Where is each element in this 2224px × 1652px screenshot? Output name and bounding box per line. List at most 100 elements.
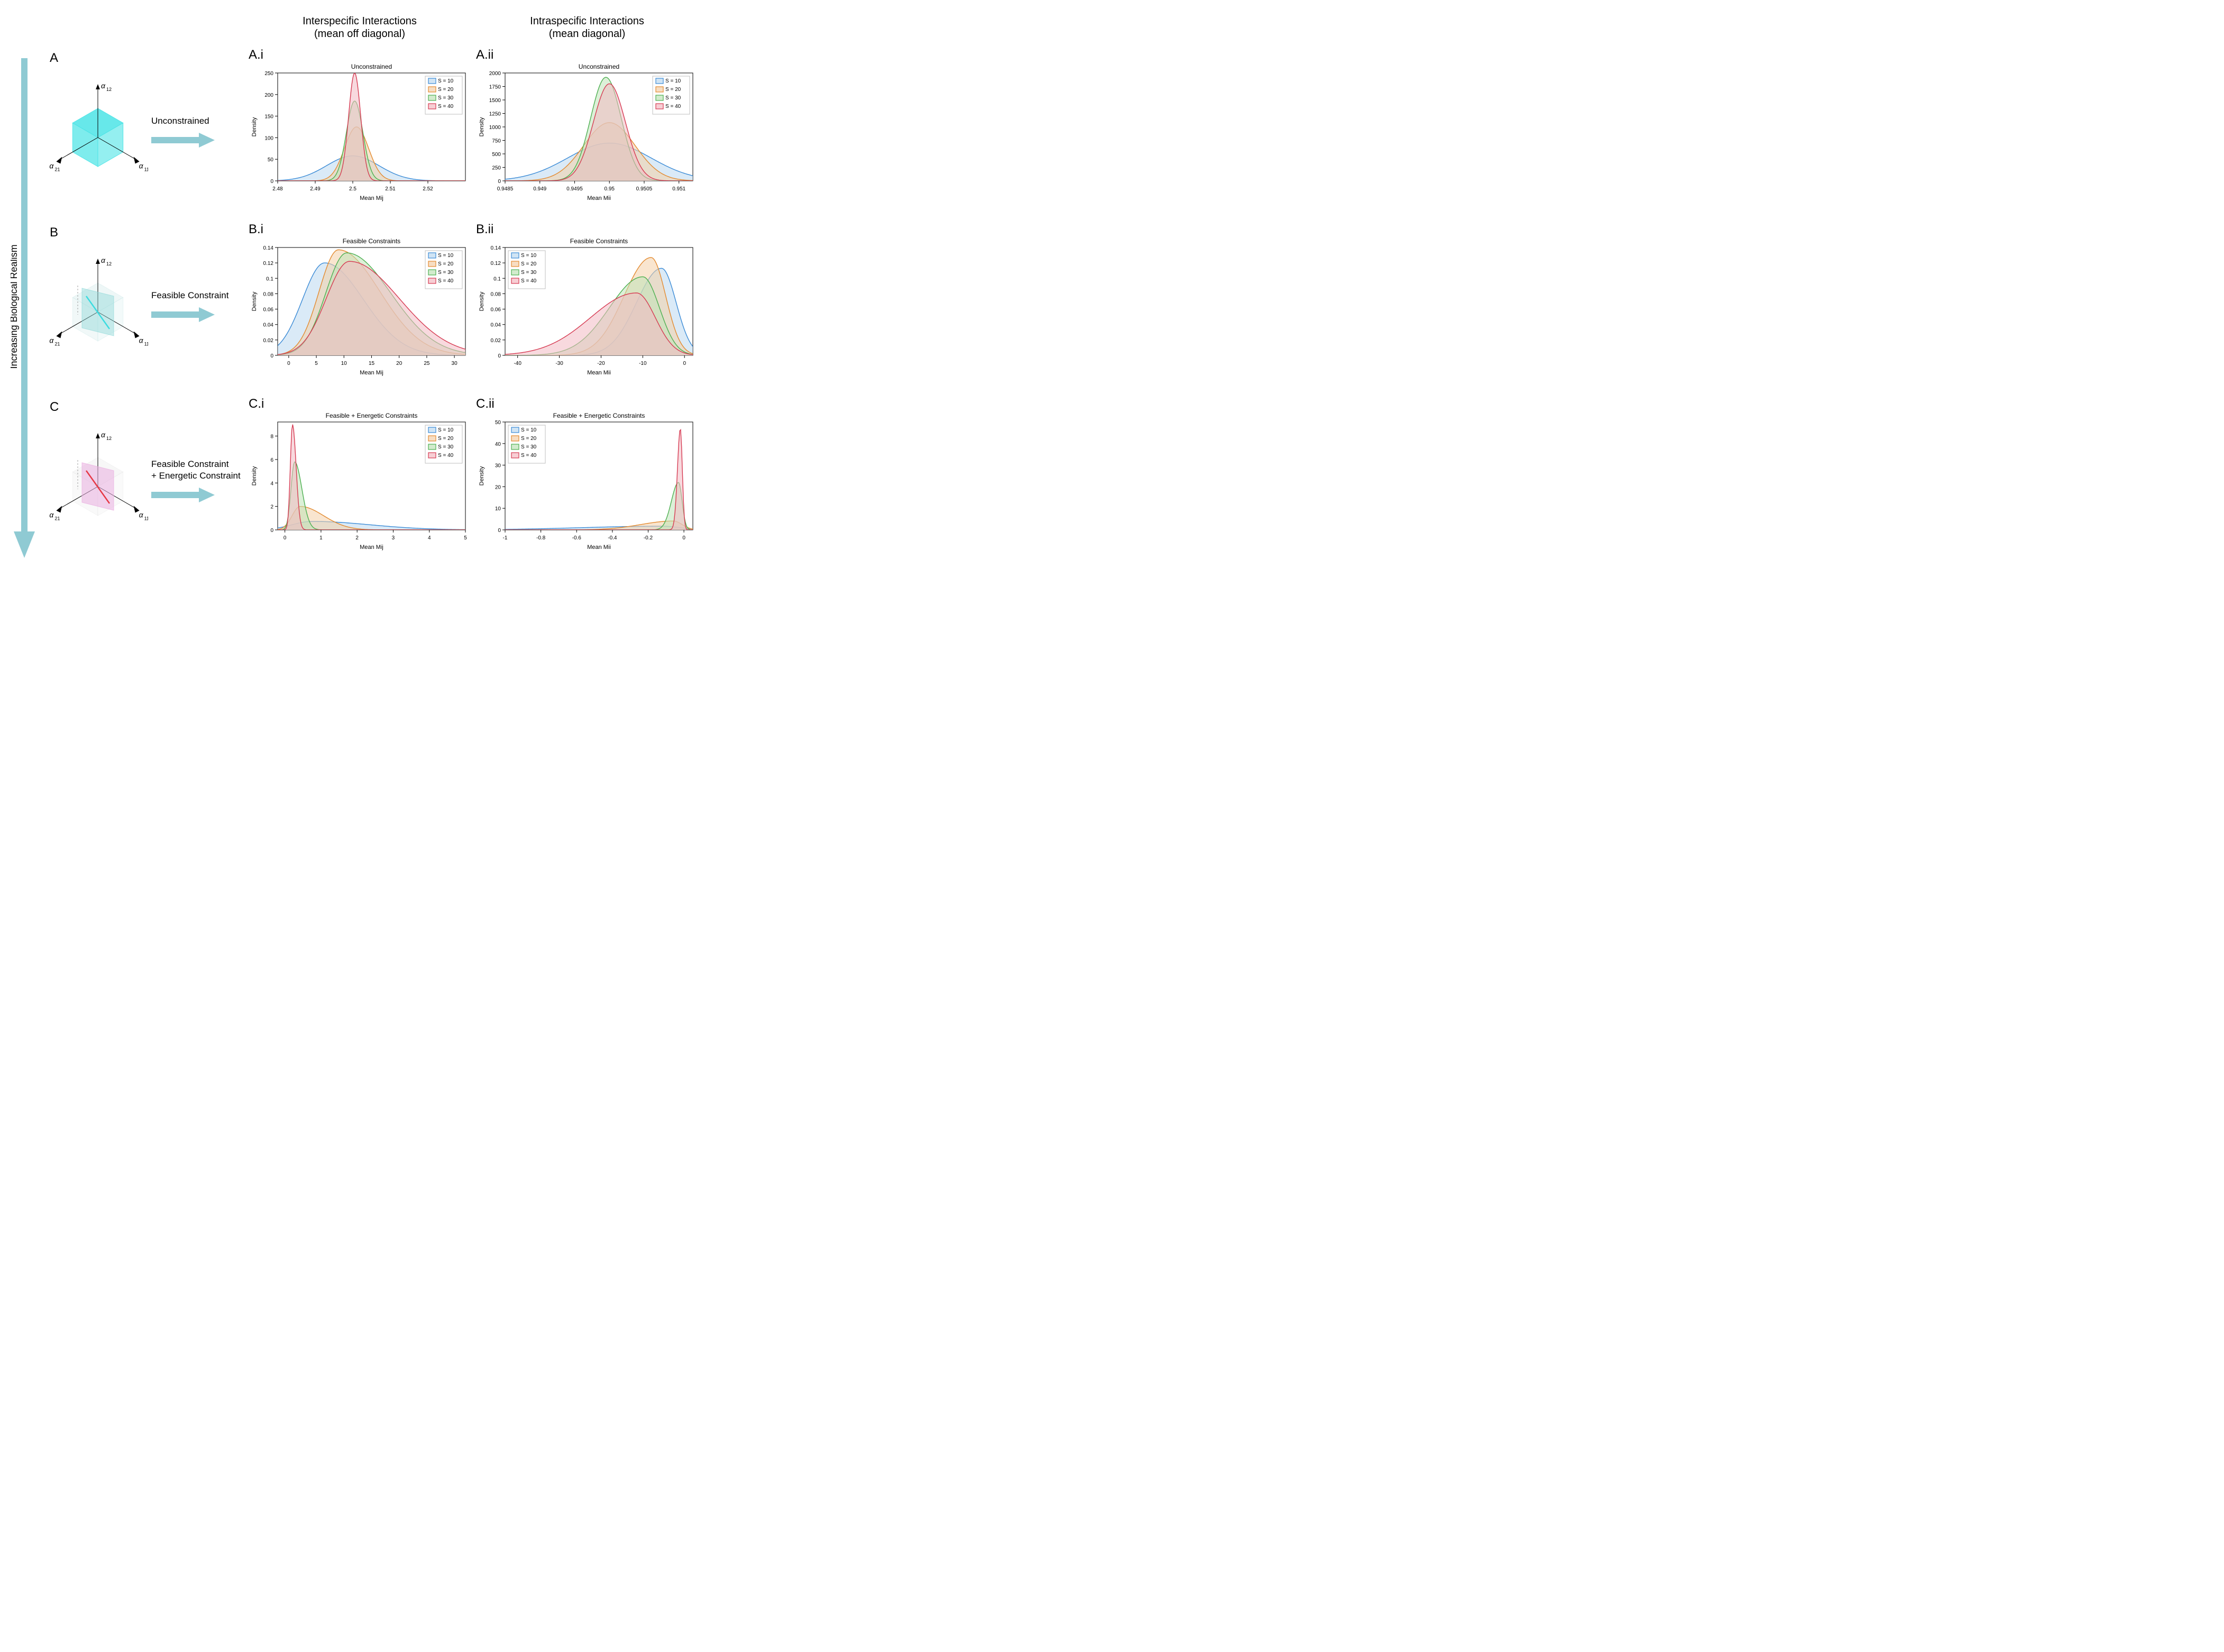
svg-text:30: 30	[495, 463, 501, 469]
svg-text:S = 10: S = 10	[438, 253, 454, 259]
svg-text:0: 0	[498, 179, 501, 185]
svg-text:20: 20	[396, 361, 402, 366]
diagram-B-caption: Feasible Constraint	[151, 290, 228, 301]
svg-text:2.51: 2.51	[385, 186, 396, 192]
svg-text:0: 0	[287, 361, 290, 366]
svg-text:S = 20: S = 20	[438, 261, 454, 267]
diagram-C-caption-1: Feasible Constraint	[151, 459, 228, 470]
svg-text:0: 0	[683, 361, 686, 366]
svg-text:0.9505: 0.9505	[636, 186, 653, 192]
svg-text:S = 10: S = 10	[521, 427, 537, 433]
svg-text:200: 200	[264, 93, 273, 98]
svg-text:Density: Density	[251, 117, 258, 136]
cube-B-svg: α12α21α11	[48, 251, 148, 362]
svg-text:1500: 1500	[489, 98, 501, 104]
svg-text:S = 10: S = 10	[438, 78, 454, 84]
panel-letter-B: B	[50, 225, 58, 240]
svg-text:-40: -40	[514, 361, 521, 366]
svg-text:Feasible Constraints: Feasible Constraints	[570, 237, 628, 245]
svg-text:750: 750	[492, 139, 501, 144]
svg-text:2: 2	[355, 535, 359, 541]
arrow-right-icon	[151, 306, 215, 323]
svg-text:S = 20: S = 20	[521, 436, 537, 442]
svg-text:S = 30: S = 30	[665, 95, 681, 101]
svg-text:Density: Density	[479, 291, 485, 311]
svg-text:12: 12	[106, 87, 112, 92]
svg-text:Unconstrained: Unconstrained	[579, 63, 619, 70]
svg-text:S = 30: S = 30	[438, 270, 454, 276]
svg-text:S = 10: S = 10	[665, 78, 681, 84]
svg-text:Unconstrained: Unconstrained	[351, 63, 392, 70]
svg-text:α: α	[49, 511, 54, 519]
svg-text:0: 0	[498, 528, 501, 534]
svg-text:0.14: 0.14	[263, 245, 274, 251]
svg-text:Density: Density	[251, 291, 258, 311]
diagram-C-caption-2: + Energetic Constraint	[151, 471, 241, 481]
svg-text:S = 20: S = 20	[665, 87, 681, 93]
svg-text:20: 20	[495, 484, 501, 490]
panel-letter-C: C	[50, 400, 59, 415]
svg-text:-0.8: -0.8	[536, 535, 546, 541]
svg-text:0.14: 0.14	[491, 245, 501, 251]
svg-text:S = 20: S = 20	[438, 436, 454, 442]
realism-label: Increasing Biological Realism	[11, 244, 19, 369]
cube-A-svg: α12α21α11	[48, 77, 148, 188]
svg-text:S = 20: S = 20	[438, 87, 454, 93]
svg-text:0.1: 0.1	[493, 276, 501, 282]
svg-text:21: 21	[54, 516, 60, 521]
svg-text:0.04: 0.04	[491, 323, 501, 328]
svg-text:-0.6: -0.6	[572, 535, 582, 541]
svg-text:-20: -20	[597, 361, 605, 366]
cube-C-svg: α12α21α11	[48, 426, 148, 537]
svg-text:S = 20: S = 20	[521, 261, 537, 267]
svg-text:0: 0	[682, 535, 685, 541]
svg-text:Mean Mii: Mean Mii	[587, 544, 611, 550]
svg-text:0.1: 0.1	[266, 276, 273, 282]
panel-letter-Bi: B.i	[249, 222, 263, 237]
svg-text:-0.4: -0.4	[608, 535, 617, 541]
diagram-B: B α12α21α11 Feasible Constraint	[42, 222, 243, 391]
svg-text:Mean Mij: Mean Mij	[360, 195, 383, 201]
svg-text:Mean Mij: Mean Mij	[360, 544, 383, 550]
svg-text:S = 30: S = 30	[521, 444, 537, 450]
panel-letter-Cii: C.ii	[476, 397, 495, 411]
svg-text:Feasible + Energetic Constrain: Feasible + Energetic Constraints	[553, 412, 645, 419]
svg-text:3: 3	[392, 535, 395, 541]
arrow-right-icon	[151, 487, 215, 503]
svg-text:0.9485: 0.9485	[497, 186, 514, 192]
svg-text:10: 10	[495, 506, 501, 512]
diagram-A: A α12α21α11 Unconstrained	[42, 48, 243, 217]
panel-letter-Aii: A.ii	[476, 48, 493, 62]
svg-text:Mean Mij: Mean Mij	[360, 370, 383, 376]
arrow-right-icon	[151, 132, 215, 149]
svg-text:S = 30: S = 30	[438, 95, 454, 101]
svg-text:40: 40	[495, 442, 501, 447]
col-header-intraspecific: Intraspecific Interactions (mean diagona…	[476, 11, 698, 42]
svg-text:0.02: 0.02	[263, 338, 274, 344]
svg-text:S = 40: S = 40	[521, 278, 537, 284]
svg-text:4: 4	[428, 535, 431, 541]
panel-letter-Bii: B.ii	[476, 222, 493, 237]
svg-text:0.08: 0.08	[263, 291, 274, 297]
svg-text:Density: Density	[251, 466, 258, 485]
svg-text:150: 150	[264, 114, 273, 120]
col-header-line1: Interspecific Interactions	[303, 15, 417, 27]
svg-text:-1: -1	[503, 535, 508, 541]
svg-text:0: 0	[270, 179, 273, 185]
svg-text:0.12: 0.12	[263, 261, 274, 267]
svg-text:250: 250	[492, 166, 501, 171]
svg-text:Density: Density	[479, 117, 485, 136]
svg-text:5: 5	[464, 535, 467, 541]
svg-text:0.06: 0.06	[491, 307, 501, 313]
svg-text:S = 40: S = 40	[438, 278, 454, 284]
svg-text:0.95: 0.95	[604, 186, 615, 192]
svg-text:11: 11	[144, 167, 148, 172]
svg-text:25: 25	[424, 361, 430, 366]
svg-text:100: 100	[264, 135, 273, 141]
svg-text:500: 500	[492, 152, 501, 158]
svg-text:-30: -30	[555, 361, 563, 366]
svg-text:8: 8	[270, 434, 273, 440]
svg-text:S = 30: S = 30	[438, 444, 454, 450]
svg-text:S = 40: S = 40	[521, 453, 537, 458]
svg-text:α: α	[101, 430, 106, 439]
